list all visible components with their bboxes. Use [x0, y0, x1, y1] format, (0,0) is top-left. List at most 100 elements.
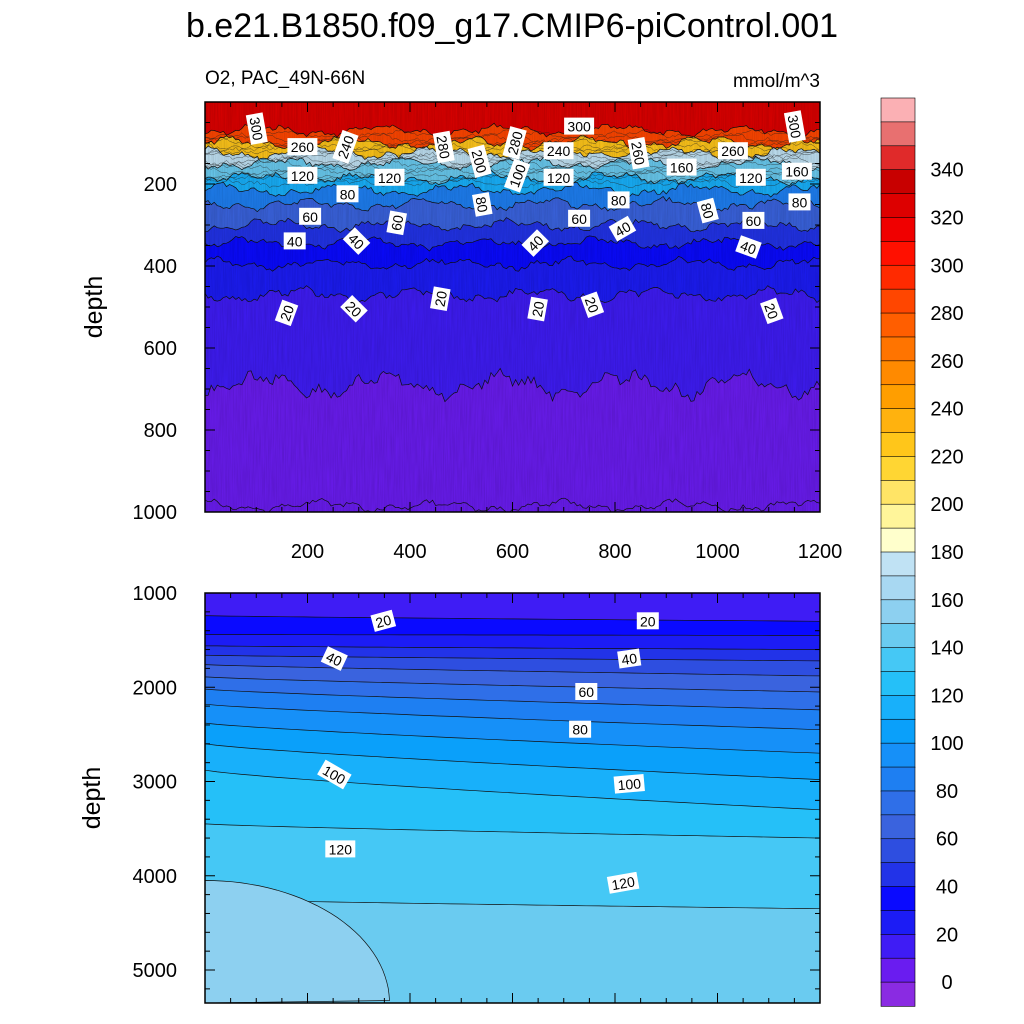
upper-ytick-label: 1000 [133, 502, 178, 524]
upper-contour-label-box [607, 191, 630, 209]
upper-contour-label-box [580, 291, 605, 318]
upper-contour-label: 120 [547, 170, 571, 186]
upper-contour-label-group: 160 [781, 162, 812, 180]
colorbar-box [880, 766, 916, 792]
colorbar-box [880, 981, 916, 1007]
lower-contour-label: 120 [329, 841, 353, 857]
colorbar-box [880, 886, 916, 912]
upper-contour-label-box [432, 130, 455, 164]
colorbar-box [880, 432, 916, 458]
upper-contour-label-group: 120 [543, 168, 574, 186]
upper-ytick-label: 800 [144, 420, 177, 442]
upper-contour-label-group: 20 [760, 297, 784, 325]
upper-contour-label: 300 [784, 114, 804, 140]
lower-contour-label: 120 [610, 873, 636, 893]
upper-contour-label-box [608, 215, 637, 242]
upper-contour-label-box [342, 227, 371, 255]
upper-contour-label: 280 [433, 134, 453, 160]
upper-contour-label: 60 [388, 214, 406, 232]
upper-contour-label-group: 100 [504, 158, 531, 193]
lower-contour-label-group: 20 [636, 612, 659, 630]
upper-contour-label-box [521, 229, 550, 257]
lower-contour-label: 100 [617, 775, 642, 793]
upper-contour-label-group: 60 [299, 207, 322, 225]
upper-contour-label: 60 [571, 211, 587, 227]
upper-contour-label-group: 40 [521, 229, 550, 257]
upper-contour-label-group: 260 [717, 142, 748, 160]
colorbar-box [880, 241, 916, 266]
upper-xtick-label: 1200 [798, 541, 843, 563]
colorbar-box [880, 742, 916, 768]
upper-xtick-label: 400 [393, 541, 426, 563]
upper-contour-label-box [543, 142, 574, 160]
upper-contour-label-group: 80 [472, 192, 493, 217]
colorbar-tick-label: 200 [930, 494, 963, 516]
colorbar-tick-label: 320 [930, 208, 963, 230]
upper-contour-label-group: 40 [342, 227, 371, 255]
colorbar-box [880, 718, 916, 744]
upper-contour-label-box [374, 168, 405, 186]
upper-contour-label-group: 80 [607, 191, 630, 209]
upper-contour-label-group: 280 [502, 126, 527, 160]
colorbar-tick-label: 180 [930, 542, 963, 564]
upper-contour-label-group: 80 [696, 197, 719, 224]
lower-contour-label-group: 100 [613, 774, 645, 794]
lower-contour-label-box [575, 683, 598, 700]
upper-contour-label-box [504, 158, 531, 193]
upper-contour-label: 20 [432, 290, 450, 308]
upper-contour-label-group: 40 [608, 215, 637, 242]
upper-contour-label-box [340, 294, 368, 323]
upper-contour-label-group: 20 [274, 299, 299, 327]
colorbar-tick-label: 240 [930, 399, 963, 421]
upper-contour-label: 300 [246, 116, 266, 142]
upper-contour-label: 40 [287, 233, 303, 249]
lower-contour-label-group: 40 [320, 646, 348, 671]
upper-contour-label-group: 300 [564, 117, 595, 135]
colorbar-tick-label: 220 [930, 446, 963, 468]
upper-contour-label-group: 120 [374, 168, 405, 186]
upper-contour-label-group: 200 [467, 144, 492, 178]
upper-xtick-label: 600 [496, 541, 529, 563]
upper-contour-label-box [472, 192, 493, 217]
colorbar-box [880, 910, 916, 936]
upper-contour-label-box [332, 129, 359, 164]
upper-contour-label: 160 [670, 160, 694, 176]
upper-contour-label: 20 [529, 300, 547, 318]
colorbar-tick-label: 60 [936, 829, 958, 851]
upper-contour-label-box [336, 185, 359, 203]
upper-contour-label: 100 [506, 162, 529, 190]
upper-contour-label-group: 260 [627, 136, 650, 170]
upper-contour-label-box [696, 197, 719, 224]
upper-contour-label: 120 [378, 170, 402, 186]
colorbar-tick-label: 40 [936, 877, 958, 899]
colorbar-box [880, 934, 916, 959]
colorbar-box [880, 336, 916, 362]
upper-contour-label-group: 40 [283, 232, 306, 250]
upper-contour-label-box [283, 232, 306, 250]
upper-contour-label-box [717, 142, 748, 160]
colorbar-box [880, 480, 916, 505]
upper-contour-label-group: 20 [527, 296, 548, 322]
upper-contour-label: 260 [291, 139, 315, 155]
figure-title: b.e21.B1850.f09_g17.CMIP6-piControl.001 [186, 7, 838, 45]
lower-ytick-label: 2000 [133, 677, 178, 699]
lower-contour-label-box [325, 840, 356, 858]
upper-contour-label-box [666, 158, 697, 176]
upper-xtick-label: 800 [598, 541, 631, 563]
upper-contour-label-box [735, 168, 766, 186]
upper-contour-label: 20 [761, 301, 781, 321]
upper-contour-label-group: 300 [245, 112, 268, 145]
upper-contour-label-group: 20 [580, 291, 605, 318]
upper-contour-label: 260 [628, 140, 648, 166]
upper-ytick-label: 600 [144, 338, 177, 360]
upper-contour-label-box [783, 110, 806, 143]
upper-contour-label-group: 260 [287, 138, 318, 156]
colorbar-box [880, 217, 916, 243]
upper-contour-label-box [299, 207, 322, 225]
colorbar-box [880, 671, 916, 697]
upper-ytick-label: 400 [144, 256, 177, 278]
colorbar-box [880, 384, 916, 410]
lower-contour-label-box [317, 759, 352, 790]
upper-contour-label-group: 120 [735, 168, 766, 186]
